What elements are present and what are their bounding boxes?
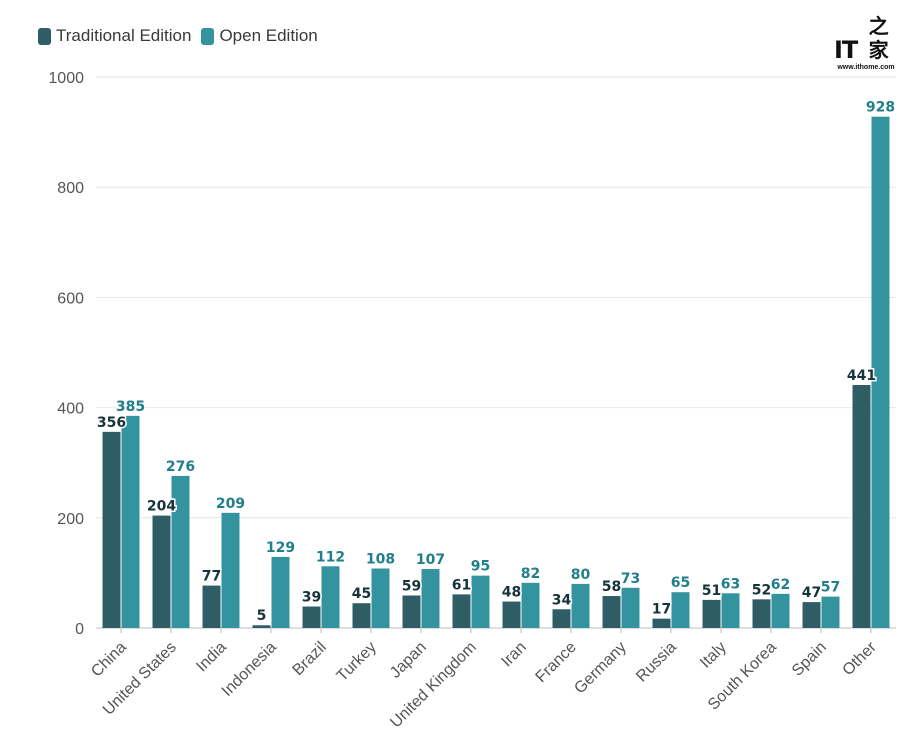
data-label-open: 82 xyxy=(521,566,540,582)
data-label-traditional: 61 xyxy=(452,577,471,593)
data-label-traditional: 59 xyxy=(402,578,421,594)
y-tick-label: 600 xyxy=(57,290,84,307)
bar-open-7 xyxy=(471,575,490,628)
data-label-traditional: 34 xyxy=(552,592,572,608)
ithome-logo-mark: IT 之家 xyxy=(834,14,889,64)
bar-open-8 xyxy=(521,582,540,628)
legend-label-open: Open Edition xyxy=(219,26,318,45)
bar-traditional-12 xyxy=(702,599,721,628)
data-label-open: 209 xyxy=(216,496,245,512)
bar-open-14 xyxy=(821,596,840,628)
y-tick-label: 200 xyxy=(57,511,84,528)
bar-traditional-6 xyxy=(402,595,421,628)
x-category-label: Russia xyxy=(633,639,680,686)
x-category-label: Iran xyxy=(498,639,530,671)
data-label-traditional: 47 xyxy=(802,585,821,601)
bar-open-6 xyxy=(421,569,440,628)
bar-traditional-14 xyxy=(802,602,821,628)
legend-item-open[interactable]: Open Edition xyxy=(201,26,318,46)
x-category-label: Turkey xyxy=(334,639,380,685)
data-label-open: 80 xyxy=(571,567,591,583)
bar-traditional-10 xyxy=(602,596,621,628)
y-tick-label: 1000 xyxy=(48,70,84,87)
data-label-traditional: 51 xyxy=(702,583,721,599)
data-label-open: 63 xyxy=(721,576,740,592)
data-label-open: 57 xyxy=(821,580,840,596)
data-label-traditional: 204 xyxy=(147,499,176,515)
ithome-url: www.ithome.com xyxy=(837,64,895,71)
bar-open-2 xyxy=(221,512,240,628)
bar-traditional-0 xyxy=(102,431,121,628)
bar-traditional-15 xyxy=(852,385,871,628)
legend-item-traditional[interactable]: Traditional Edition xyxy=(38,26,191,46)
y-tick-label: 800 xyxy=(57,180,84,197)
data-label-open: 276 xyxy=(166,459,195,475)
bar-traditional-11 xyxy=(652,618,671,628)
bar-open-12 xyxy=(721,593,740,628)
bar-open-1 xyxy=(171,475,190,628)
data-label-open: 62 xyxy=(771,577,790,593)
y-tick-label: 0 xyxy=(75,621,84,638)
data-label-traditional: 77 xyxy=(202,569,221,585)
bar-open-15 xyxy=(871,116,890,628)
data-label-traditional: 5 xyxy=(257,608,267,624)
x-category-label: Italy xyxy=(697,639,730,672)
bar-traditional-4 xyxy=(302,606,321,628)
x-category-label: Indonesia xyxy=(219,639,280,700)
x-category-label: United Kingdom xyxy=(387,639,480,732)
data-label-open: 108 xyxy=(366,551,395,567)
x-category-label: Spain xyxy=(789,639,830,680)
x-category-label: China xyxy=(88,639,130,681)
bar-open-4 xyxy=(321,566,340,628)
bar-traditional-7 xyxy=(452,594,471,628)
data-label-open: 95 xyxy=(471,559,490,575)
data-label-open: 385 xyxy=(116,399,145,415)
legend-swatch-traditional xyxy=(38,27,51,45)
x-category-label: Brazil xyxy=(290,639,330,679)
chart-legend: Traditional Edition Open Edition xyxy=(38,26,328,46)
bar-traditional-8 xyxy=(502,601,521,628)
bar-traditional-9 xyxy=(552,609,571,628)
bar-open-10 xyxy=(621,587,640,628)
x-category-label: India xyxy=(193,639,230,676)
data-label-traditional: 58 xyxy=(602,579,621,595)
bar-open-11 xyxy=(671,592,690,628)
y-tick-label: 400 xyxy=(57,401,84,418)
x-category-label: Germany xyxy=(571,639,630,698)
bar-open-5 xyxy=(371,568,390,628)
legend-label-traditional: Traditional Edition xyxy=(56,26,192,45)
bar-open-0 xyxy=(121,415,140,628)
data-label-traditional: 17 xyxy=(652,602,671,618)
x-category-label: Japan xyxy=(387,639,430,682)
bar-open-13 xyxy=(771,593,790,628)
bar-traditional-2 xyxy=(202,585,221,628)
data-label-open: 65 xyxy=(671,575,690,591)
bar-traditional-13 xyxy=(752,599,771,628)
data-label-open: 129 xyxy=(266,540,295,556)
data-label-open: 73 xyxy=(621,571,640,587)
ithome-logo: IT 之家 www.ithome.com xyxy=(834,14,898,71)
x-category-label: France xyxy=(533,639,580,686)
data-label-traditional: 39 xyxy=(302,590,321,606)
data-label-traditional: 356 xyxy=(97,415,126,431)
data-label-open: 107 xyxy=(416,552,445,568)
data-label-traditional: 52 xyxy=(752,582,771,598)
legend-swatch-open xyxy=(201,27,215,45)
bar-open-3 xyxy=(271,556,290,628)
data-label-open: 928 xyxy=(866,100,895,116)
bar-traditional-3 xyxy=(252,625,271,628)
x-category-label: Other xyxy=(840,638,881,679)
data-label-open: 112 xyxy=(316,549,345,565)
data-label-traditional: 48 xyxy=(502,585,521,601)
bar-open-9 xyxy=(571,583,590,628)
bar-traditional-5 xyxy=(352,603,371,628)
data-label-traditional: 441 xyxy=(847,368,876,384)
data-label-traditional: 45 xyxy=(352,586,371,602)
bar-traditional-1 xyxy=(152,515,171,628)
